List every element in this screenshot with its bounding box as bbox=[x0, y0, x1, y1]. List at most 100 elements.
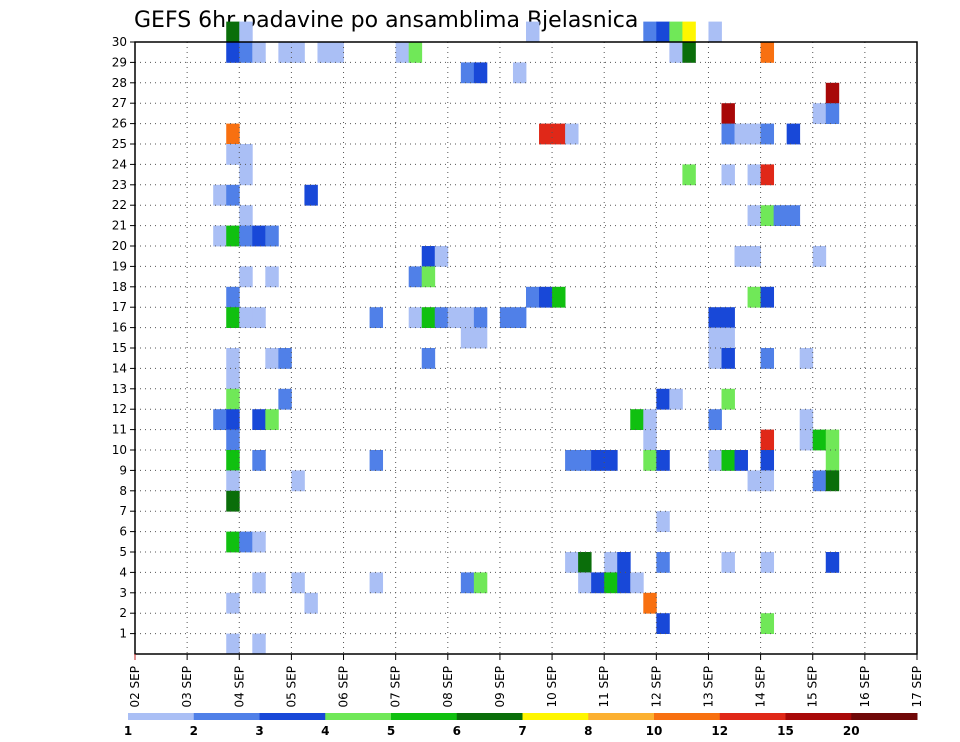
x-tick-label: 03 SEP bbox=[180, 666, 194, 708]
y-tick-label: 12 bbox=[112, 402, 127, 416]
legend-swatch bbox=[391, 713, 458, 720]
heatmap-cell bbox=[213, 409, 227, 430]
heatmap-cell bbox=[708, 409, 722, 430]
heatmap-cell bbox=[421, 307, 436, 328]
heatmap-cell bbox=[291, 42, 305, 63]
heatmap-cell bbox=[226, 184, 240, 206]
legend-swatch bbox=[193, 713, 260, 720]
y-tick-label: 1 bbox=[119, 627, 127, 641]
legend-label: 1 bbox=[124, 724, 132, 738]
heatmap-cell bbox=[226, 225, 240, 247]
color-legend: 1 2 3 4 5 6 7 8 10 12 15 20 bbox=[124, 713, 918, 738]
heatmap-cell bbox=[643, 409, 657, 430]
heatmap-cell bbox=[239, 307, 253, 328]
heatmap-cell bbox=[578, 552, 592, 573]
heatmap-cell bbox=[734, 246, 748, 267]
heatmap-cell bbox=[226, 531, 240, 553]
x-tick-label: 13 SEP bbox=[701, 666, 715, 708]
heatmap-cell bbox=[278, 388, 292, 410]
heatmap-cell bbox=[669, 21, 683, 43]
heatmap-cell bbox=[825, 470, 840, 492]
y-tick-label: 23 bbox=[112, 178, 127, 192]
heatmap-cell bbox=[760, 348, 775, 369]
heatmap-cell bbox=[721, 348, 735, 369]
chart-title: GEFS 6hr padavine po ansamblima Bjelasni… bbox=[134, 8, 638, 33]
heatmap-cell bbox=[265, 409, 279, 430]
heatmap-cell bbox=[213, 225, 227, 247]
heatmap-cell bbox=[656, 552, 670, 573]
y-axis-ticks: 1234567891011121314151617181920212223242… bbox=[112, 35, 135, 641]
y-tick-label: 8 bbox=[119, 484, 127, 498]
heatmap-cell bbox=[799, 429, 814, 451]
heatmap-cell bbox=[604, 572, 618, 594]
heatmap-cell bbox=[252, 572, 266, 594]
legend-label: 3 bbox=[255, 724, 263, 738]
legend-swatch bbox=[719, 713, 786, 720]
x-tick-label: 16 SEP bbox=[858, 666, 872, 708]
y-tick-label: 10 bbox=[112, 443, 127, 457]
heatmap-cell bbox=[265, 266, 279, 288]
heatmap-cell bbox=[721, 450, 735, 471]
x-tick-label: 05 SEP bbox=[284, 666, 298, 708]
heatmap-cell bbox=[226, 470, 240, 492]
heatmap-cell bbox=[265, 348, 279, 369]
heatmap-cells bbox=[213, 21, 840, 655]
heatmap-cell bbox=[239, 531, 253, 553]
legend-label: 5 bbox=[387, 724, 395, 738]
heatmap-cell bbox=[252, 42, 266, 63]
heatmap-cell bbox=[734, 123, 748, 145]
y-tick-label: 25 bbox=[112, 137, 127, 151]
legend-swatch bbox=[522, 713, 589, 720]
heatmap-cell bbox=[369, 450, 384, 471]
heatmap-cell bbox=[226, 429, 240, 451]
heatmap-cell bbox=[760, 470, 775, 492]
heatmap-cell bbox=[682, 164, 696, 186]
heatmap-cell bbox=[656, 613, 670, 634]
heatmap-cell bbox=[252, 450, 266, 471]
heatmap-cell bbox=[226, 368, 240, 390]
heatmap-cell bbox=[252, 225, 266, 247]
heatmap-cell bbox=[656, 450, 670, 471]
heatmap-cell bbox=[656, 388, 670, 410]
heatmap-cell bbox=[226, 450, 240, 471]
x-tick-label: 11 SEP bbox=[597, 666, 611, 708]
y-tick-label: 30 bbox=[112, 35, 127, 49]
x-axis-ticks: 02 SEP 03 SEP 04 SEP 05 SEP 06 SEP 07 SEP 08 S… bbox=[128, 654, 924, 708]
heatmap-cell bbox=[747, 286, 761, 308]
heatmap-cell bbox=[682, 21, 696, 43]
heatmap-cell bbox=[747, 164, 761, 186]
heatmap-cell bbox=[408, 266, 423, 288]
heatmap-cell bbox=[578, 450, 592, 471]
heatmap-cell bbox=[760, 429, 775, 451]
legend-label: 10 bbox=[646, 724, 663, 738]
legend-label: 4 bbox=[321, 724, 329, 738]
x-tick-label: 14 SEP bbox=[754, 666, 768, 708]
heatmap-cell bbox=[708, 307, 722, 328]
heatmap-cell bbox=[734, 450, 748, 471]
heatmap-cell bbox=[721, 388, 735, 410]
heatmap-cell bbox=[226, 490, 240, 512]
heatmap-cell bbox=[747, 205, 761, 226]
legend-label: 12 bbox=[711, 724, 728, 738]
heatmap-cell bbox=[460, 307, 475, 328]
y-tick-label: 26 bbox=[112, 117, 127, 131]
heatmap-cell bbox=[460, 327, 475, 349]
x-tick-label: 07 SEP bbox=[389, 666, 403, 708]
y-tick-label: 7 bbox=[119, 504, 127, 518]
heatmap-cell bbox=[213, 184, 227, 206]
heatmap-cell bbox=[721, 123, 735, 145]
heatmap-cell bbox=[369, 307, 384, 328]
heatmap-cell bbox=[578, 572, 592, 594]
heatmap-cell bbox=[604, 552, 618, 573]
heatmap-cell bbox=[760, 450, 775, 471]
heatmap-cell bbox=[226, 42, 240, 63]
heatmap-cell bbox=[512, 62, 527, 84]
y-tick-label: 18 bbox=[112, 280, 127, 294]
heatmap-cell bbox=[760, 42, 775, 63]
y-tick-label: 20 bbox=[112, 239, 127, 253]
y-tick-label: 28 bbox=[112, 76, 127, 90]
heatmap-cell bbox=[708, 21, 722, 43]
legend-swatch bbox=[851, 713, 918, 720]
heatmap-cell bbox=[643, 592, 657, 614]
heatmap-cell bbox=[265, 225, 279, 247]
